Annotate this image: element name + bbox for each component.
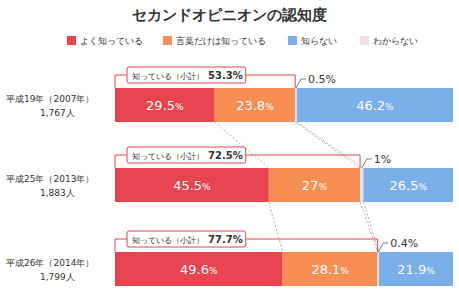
data-label: 26.5%: [389, 178, 427, 193]
subtotal-value: 53.3%: [208, 70, 243, 81]
bar: [115, 168, 269, 202]
title: セカンドオピニオンの認知度: [132, 6, 327, 24]
subtotal-box: [127, 67, 246, 83]
bar: [379, 252, 453, 286]
legend-label: 知らない: [301, 36, 337, 46]
data-label: 27%: [302, 178, 328, 193]
data-label: 28.1%: [311, 262, 349, 277]
row-labels: 平成19年（2007年） 1,767人平成25年（2013年） 1,883人平成26…: [6, 94, 94, 282]
bar: [363, 168, 453, 202]
legend-swatch: [67, 36, 76, 45]
bar: [360, 168, 363, 202]
data-label: 0.5%: [308, 73, 336, 86]
subtotal-title: 知っている（小計）: [132, 152, 204, 161]
legend-item: わからない: [360, 36, 418, 46]
legend: よく知っている 言葉だけは知っている 知らない わからない: [67, 36, 418, 46]
category-label: 平成25年（2013年）: [6, 174, 94, 184]
legend-label: よく知っている: [80, 36, 143, 46]
data-label: 46.2%: [356, 98, 394, 113]
data-label: 29.5%: [146, 98, 184, 113]
bar: [283, 252, 378, 286]
leader-line: [296, 79, 306, 88]
connector: [297, 122, 364, 168]
connector: [363, 202, 379, 252]
legend-label: 言葉だけは知っている: [176, 36, 266, 46]
subtotal-label: 知っている（小計） 77.7%: [132, 234, 243, 245]
legend-swatch: [163, 36, 172, 45]
connector: [295, 122, 360, 168]
plot: [115, 88, 453, 286]
subtotal-box: [127, 231, 246, 247]
connector: [360, 202, 378, 252]
legend-swatch: [288, 36, 297, 45]
bar: [215, 88, 295, 122]
data-label: 21.9%: [397, 262, 435, 277]
subtotal-label: 知っている（小計） 53.3%: [132, 70, 243, 81]
legend-label: わからない: [373, 36, 418, 46]
subtotal-title: 知っている（小計）: [132, 236, 204, 245]
leader-line: [362, 159, 372, 168]
bar: [378, 252, 379, 286]
data-label: 23.8%: [236, 98, 274, 113]
subtotal-label: 知っている（小計） 72.5%: [132, 150, 243, 161]
data-label: 49.6%: [180, 262, 218, 277]
data-label: 45.5%: [173, 178, 211, 193]
data-label: 0.4%: [390, 237, 418, 250]
category-label: 平成26年（2014年）: [6, 258, 94, 268]
category-label: 平成19年（2007年）: [6, 94, 94, 104]
chart: セカンドオピニオンの認知度よく知っている 言葉だけは知っている 知らない わからない 2…: [0, 0, 459, 295]
respondents-label: 1,767人: [40, 108, 75, 118]
bar: [115, 252, 283, 286]
respondents-label: 1,799人: [40, 272, 75, 282]
data-label: 1%: [374, 153, 391, 166]
subtotals: 知っている（小計） 53.3% 知っている（小計） 72.5% 知っている（小計） 77.…: [115, 67, 378, 252]
subtotal-value: 72.5%: [208, 150, 243, 161]
legend-item: 言葉だけは知っている: [163, 36, 266, 46]
subtotal-title: 知っている（小計）: [132, 72, 204, 81]
leader-line: [378, 243, 388, 252]
connector: [269, 202, 283, 252]
legend-item: よく知っている: [67, 36, 143, 46]
bar: [297, 88, 453, 122]
bar: [115, 88, 215, 122]
bar: [295, 88, 297, 122]
respondents-label: 1,883人: [40, 188, 75, 198]
legend-swatch: [360, 36, 369, 45]
subtotal-box: [127, 147, 246, 163]
subtotal-value: 77.7%: [208, 234, 243, 245]
legend-item: 知らない: [288, 36, 337, 46]
bar: [269, 168, 360, 202]
